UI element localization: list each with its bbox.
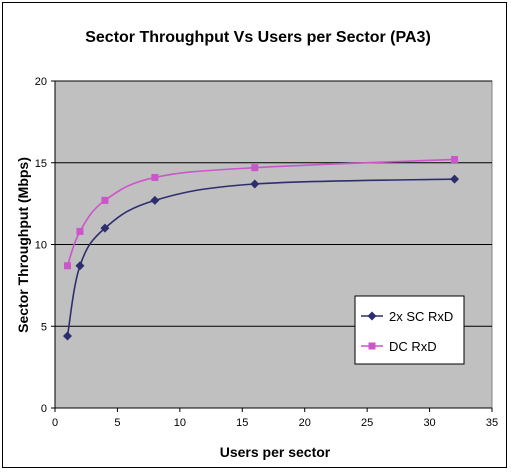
series-0-point-0 bbox=[62, 331, 72, 341]
x-axis-label: Users per sector bbox=[220, 444, 331, 460]
series-1 bbox=[63, 155, 459, 270]
x-tick-label-10: 10 bbox=[174, 417, 186, 429]
chart-title: Sector Throughput Vs Users per Sector (P… bbox=[85, 29, 431, 46]
x-tick-label-15: 15 bbox=[236, 417, 248, 429]
y-tick-label-10: 10 bbox=[35, 240, 47, 252]
y-tick-label-5: 5 bbox=[41, 321, 47, 333]
y-axis-label: Sector Throughput (Mbps) bbox=[15, 157, 31, 333]
series-0-point-2 bbox=[100, 223, 110, 233]
series-0-point-5 bbox=[450, 174, 460, 184]
y-tick-label-15: 15 bbox=[35, 158, 47, 170]
tick-labels: 0 5 10 15 20 0 5 10 15 20 25 30 35 bbox=[35, 76, 498, 429]
legend-marker-0 bbox=[367, 311, 377, 321]
series-1-point-5 bbox=[451, 155, 459, 163]
y-tick-label-20: 20 bbox=[35, 76, 47, 88]
legend-marker-1 bbox=[368, 342, 376, 350]
series-1-point-3 bbox=[151, 173, 159, 181]
series-0 bbox=[62, 174, 460, 341]
series-1-point-0 bbox=[63, 262, 71, 270]
series-0-point-4 bbox=[250, 179, 260, 189]
x-tick-label-30: 30 bbox=[423, 417, 435, 429]
legend-box bbox=[354, 295, 465, 365]
series-1-point-1 bbox=[76, 227, 84, 235]
legend: 2x SC RxD DC RxD bbox=[354, 295, 465, 365]
legend-label-0: 2x SC RxD bbox=[389, 309, 453, 324]
gridlines bbox=[55, 80, 492, 327]
x-tick-label-0: 0 bbox=[52, 417, 58, 429]
series-1-point-4 bbox=[251, 164, 259, 172]
series-0-point-1 bbox=[75, 261, 85, 271]
legend-label-1: DC RxD bbox=[389, 339, 437, 354]
axes bbox=[51, 80, 493, 412]
series-layer bbox=[62, 155, 460, 341]
x-tick-label-35: 35 bbox=[486, 417, 498, 429]
x-tick-label-5: 5 bbox=[114, 417, 120, 429]
series-0-point-3 bbox=[150, 195, 160, 205]
x-tick-label-25: 25 bbox=[361, 417, 373, 429]
y-tick-label-0: 0 bbox=[41, 403, 47, 415]
series-1-point-2 bbox=[101, 196, 109, 204]
x-tick-label-20: 20 bbox=[299, 417, 311, 429]
